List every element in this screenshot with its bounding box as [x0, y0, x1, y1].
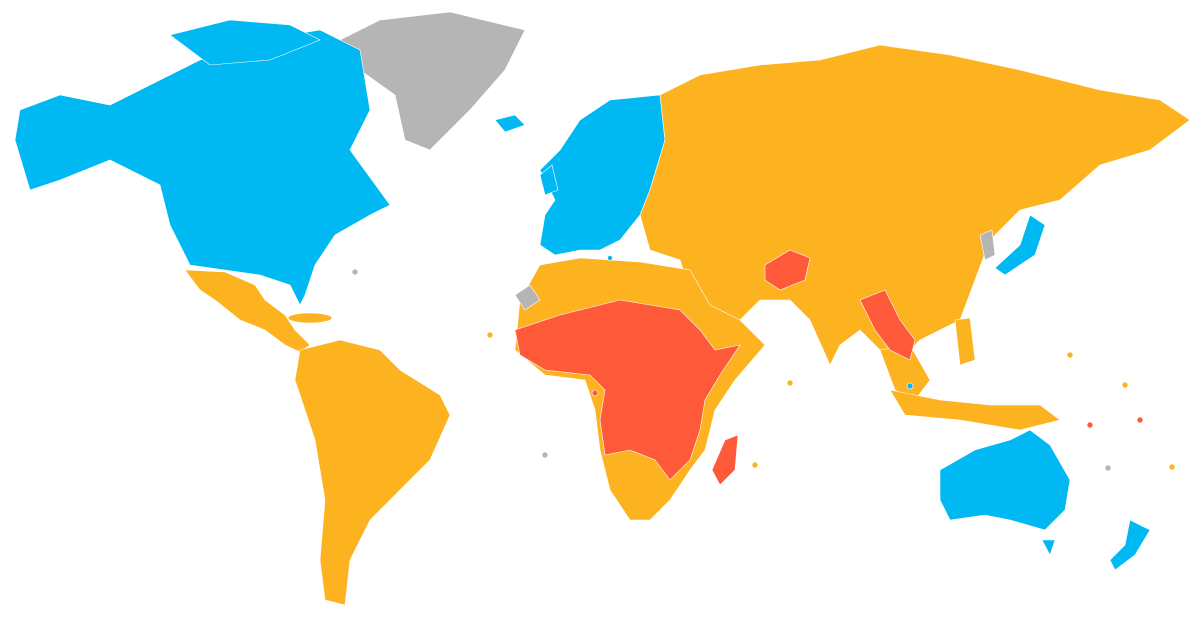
island: [1168, 463, 1176, 471]
australia: [939, 429, 1071, 531]
europe: [539, 94, 666, 256]
western-sahara: [514, 284, 541, 311]
iceland: [494, 114, 526, 133]
arctic-islands: [169, 19, 321, 66]
philippines: [954, 317, 976, 366]
uk: [539, 164, 559, 196]
island: [751, 461, 759, 469]
caribbean: [287, 312, 333, 324]
island: [486, 331, 494, 339]
indonesia: [889, 389, 1061, 431]
south-america: [294, 339, 451, 606]
central-africa: [514, 299, 741, 481]
new-zealand: [1109, 519, 1151, 571]
afghanistan: [764, 249, 811, 291]
island: [607, 255, 613, 261]
island: [591, 389, 599, 397]
island: [786, 379, 794, 387]
island: [1086, 421, 1094, 429]
japan: [994, 214, 1046, 276]
island: [1136, 416, 1144, 424]
greenland: [329, 11, 526, 151]
island: [1104, 464, 1112, 472]
island: [1066, 351, 1074, 359]
tasmania: [1041, 539, 1056, 556]
myanmar-region: [859, 289, 916, 361]
island: [541, 451, 549, 459]
island: [906, 382, 914, 390]
island: [1121, 381, 1129, 389]
island: [351, 268, 359, 276]
north-america: [14, 29, 391, 306]
korea: [979, 229, 996, 261]
madagascar: [711, 434, 739, 486]
